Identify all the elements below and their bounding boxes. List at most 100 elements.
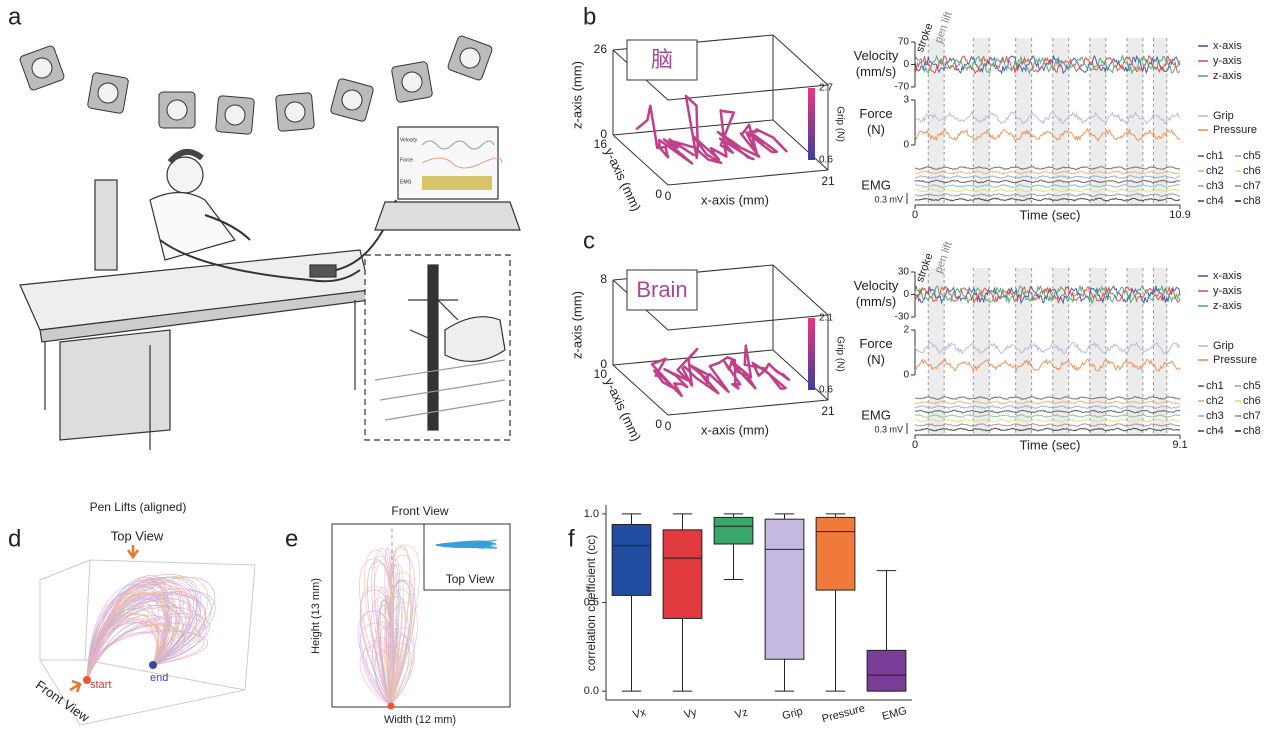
start-label: start [90, 679, 111, 691]
panel-label: d [8, 525, 21, 552]
panel-title: Pen Lifts (aligned) [90, 500, 187, 514]
signal-trace [914, 284, 1181, 306]
legend-label: ch1 [1206, 380, 1224, 392]
box [611, 524, 652, 596]
colorbar [808, 88, 815, 160]
camera [275, 92, 315, 132]
lift-curve [86, 588, 212, 681]
lift-curve [86, 583, 165, 681]
lift-curve [86, 604, 159, 681]
pen-lift-shade [1127, 38, 1143, 205]
y-tick-label: 30 [898, 267, 910, 278]
panel-label: c [583, 227, 595, 254]
z-tick-label: 0 [600, 127, 607, 141]
x-tick-label: 0 [665, 189, 672, 203]
camera-lens [459, 47, 481, 69]
signal-trace [914, 165, 1181, 171]
box-edge [612, 134, 669, 186]
panel-label: f [568, 525, 575, 552]
camera [87, 72, 129, 114]
y-tick-label: 16 [594, 137, 608, 151]
signal-trace [914, 285, 1181, 304]
lift-curve [86, 586, 170, 681]
lift-curve [359, 610, 395, 706]
signal-trace [914, 427, 1181, 432]
z-axis-label: z-axis (mm) [569, 291, 584, 359]
y-axis-label: (mm/s) [856, 294, 896, 309]
box [866, 649, 907, 692]
pen-lift-shade [1127, 268, 1143, 435]
colorbar-label: Grip (N) [834, 336, 845, 372]
legend-label: x-axis [1213, 40, 1242, 52]
x-tick-label: 0 [912, 439, 918, 451]
view-arrow [69, 679, 82, 693]
camera-lens [166, 99, 188, 121]
view-label: Top View [111, 528, 164, 543]
lift-curve [389, 544, 411, 706]
signal-trace [914, 395, 1181, 400]
legend-label: ch2 [1206, 165, 1224, 177]
setup-illustration [19, 126, 521, 450]
legend-label: ch3 [1206, 410, 1224, 422]
screen-label: Velocity [400, 137, 418, 143]
legend-label: Grip [1213, 110, 1234, 122]
lift-curve [86, 622, 201, 681]
camera [391, 61, 433, 103]
signal-trace [914, 418, 1181, 423]
annotation: pen lift [933, 240, 955, 275]
signal-trace [914, 188, 1181, 193]
x-tick-label: 21 [821, 174, 835, 188]
legend-label: ch8 [1243, 195, 1261, 207]
panel-label: e [285, 525, 298, 552]
top-curve [435, 543, 497, 549]
inset-frame [626, 39, 698, 81]
x-tick-label: 21 [821, 404, 835, 418]
legend-label: z-axis [1213, 70, 1242, 82]
camera-lens [401, 71, 423, 93]
signal-trace [914, 197, 1181, 202]
top-curve [435, 541, 486, 547]
legend-label: ch7 [1243, 180, 1261, 192]
camera-array [19, 35, 493, 135]
signal-trace [914, 174, 1181, 179]
y-axis-label: (N) [867, 352, 885, 367]
y-axis-label: EMG [861, 177, 891, 192]
box [662, 529, 703, 619]
camera [215, 95, 255, 135]
legend-label: ch5 [1243, 380, 1261, 392]
panel-label: a [8, 3, 22, 30]
colorbar-tick-label: 0.6 [819, 155, 833, 166]
z-tick-label: 0 [600, 357, 607, 371]
signal-trace [914, 422, 1181, 427]
lift-curve [86, 594, 206, 681]
y-axis-label: y-axis (mm) [602, 376, 644, 444]
legend-label: ch2 [1206, 395, 1224, 407]
signal-trace [914, 400, 1181, 405]
screen-label: EMG [400, 179, 412, 185]
lift-curve [86, 576, 198, 681]
end-point [149, 661, 157, 669]
y-axis-label: Velocity [854, 48, 899, 63]
x-axis-label: x-axis (mm) [701, 192, 769, 207]
legend-label: Pressure [1213, 354, 1257, 366]
lift-curve [86, 593, 173, 681]
start-point [83, 676, 91, 684]
y-tick-label: 10 [594, 367, 608, 381]
penlift-box [39, 559, 256, 726]
colorbar-tick-label: 0.6 [819, 385, 833, 396]
camera-lens [31, 57, 53, 79]
legend-label: ch6 [1243, 165, 1261, 177]
y-tick-label: -30 [895, 312, 910, 323]
y-axis-label: y-axis (mm) [602, 146, 644, 214]
y-tick-label: 2 [903, 325, 909, 336]
y-tick-label: 0.5 [584, 596, 599, 608]
legend-label: x-axis [1213, 270, 1242, 282]
y-tick-label: 0 [655, 187, 662, 201]
y-tick-label: 0 [655, 417, 662, 431]
x-tick-label: 10.9 [1169, 209, 1190, 221]
box [764, 518, 805, 660]
y-tick-label: 3 [903, 95, 909, 106]
pen-lift-shade [1153, 268, 1167, 435]
camera-lens [97, 82, 119, 104]
